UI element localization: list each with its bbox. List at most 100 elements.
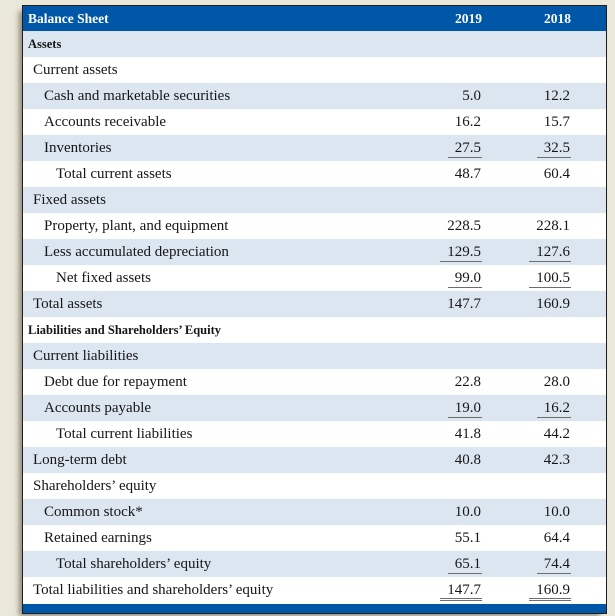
row-value-2018 <box>482 473 571 499</box>
table-row: Current assets <box>23 57 606 83</box>
table-footer-bar <box>23 604 606 613</box>
table-row: Assets <box>23 31 606 57</box>
column-header-2018: 2018 <box>544 11 571 26</box>
table-row: Fixed assets <box>23 187 606 213</box>
table-row: Inventories 27.5 32.5 <box>23 135 606 161</box>
row-value-2018: 100.5 <box>482 265 571 291</box>
row-value-2019 <box>393 317 482 343</box>
row-value-2018: 28.0 <box>543 374 570 390</box>
row-label: Shareholders’ equity <box>33 478 157 494</box>
row-spacer <box>571 395 606 421</box>
row-value-2019 <box>393 57 482 83</box>
row-label: Accounts receivable <box>44 114 167 130</box>
table-row: Property, plant, and equipment 228.5 228… <box>23 213 606 239</box>
row-spacer <box>571 473 606 499</box>
header-spacer <box>571 6 606 31</box>
row-label: Net fixed assets <box>56 270 151 286</box>
row-value-2019: 65.1 <box>393 551 482 577</box>
row-spacer <box>571 447 606 473</box>
row-spacer <box>571 551 606 577</box>
row-label: Total shareholders’ equity <box>56 556 212 572</box>
row-spacer <box>571 369 606 395</box>
row-label: Fixed assets <box>33 192 106 208</box>
table-row: Total liabilities and shareholders’ equi… <box>23 577 606 603</box>
row-label: Inventories <box>44 140 112 156</box>
row-label: Less accumulated depreciation <box>44 244 229 260</box>
row-label: Property, plant, and equipment <box>44 218 229 234</box>
table-row: Debt due for repayment 22.8 28.0 <box>23 369 606 395</box>
row-value-2018: 74.4 <box>482 551 571 577</box>
row-label: Common stock* <box>44 504 143 520</box>
row-value-2019 <box>393 343 482 369</box>
row-spacer <box>571 213 606 239</box>
row-spacer <box>571 265 606 291</box>
row-spacer <box>571 525 606 551</box>
row-value-2018 <box>482 31 571 57</box>
row-value-2018: 160.9 <box>482 577 571 603</box>
row-value-2018 <box>482 343 571 369</box>
row-spacer <box>571 57 606 83</box>
row-value-2018: 12.2 <box>543 88 570 104</box>
row-spacer <box>571 499 606 525</box>
table-row: Retained earnings 55.1 64.4 <box>23 525 606 551</box>
row-value-2018: 160.9 <box>536 296 570 312</box>
table-row: Current liabilities <box>23 343 606 369</box>
table-row: Accounts receivable 16.2 15.7 <box>23 109 606 135</box>
row-value-2018: 228.1 <box>536 218 570 234</box>
row-spacer <box>571 109 606 135</box>
table-title: Balance Sheet <box>28 11 109 26</box>
row-value-2019: 22.8 <box>454 374 481 390</box>
row-value-2018: 44.2 <box>543 426 570 442</box>
row-spacer <box>571 83 606 109</box>
row-label: Total liabilities and shareholders’ equi… <box>33 582 274 598</box>
row-label: Total assets <box>33 296 103 312</box>
row-value-2018 <box>482 187 571 213</box>
row-value-2018: 32.5 <box>482 135 571 161</box>
table-row: Accounts payable 19.0 16.2 <box>23 395 606 421</box>
row-label: Current liabilities <box>33 348 139 364</box>
row-spacer <box>571 291 606 317</box>
row-value-2019: 41.8 <box>454 426 481 442</box>
row-value-2018: 16.2 <box>482 395 571 421</box>
table-row: Total assets 147.7 160.9 <box>23 291 606 317</box>
row-value-2019: 27.5 <box>393 135 482 161</box>
row-label: Debt due for repayment <box>44 374 187 390</box>
table-row: Total shareholders’ equity 65.1 74.4 <box>23 551 606 577</box>
row-label: Cash and marketable securities <box>44 88 231 104</box>
row-value-2018 <box>482 317 571 343</box>
table-row: Cash and marketable securities 5.0 12.2 <box>23 83 606 109</box>
balance-sheet-table: Balance Sheet 2019 2018 Assets Current a… <box>22 5 607 614</box>
row-value-2019 <box>393 31 482 57</box>
column-header-2019: 2019 <box>455 11 482 26</box>
table-row: Common stock* 10.0 10.0 <box>23 499 606 525</box>
row-label: Assets <box>28 37 62 51</box>
row-label: Current assets <box>33 62 118 78</box>
table-row: Long-term debt 40.8 42.3 <box>23 447 606 473</box>
row-value-2019: 16.2 <box>454 114 481 130</box>
row-value-2019: 40.8 <box>454 452 481 468</box>
table-row: Net fixed assets 99.0 100.5 <box>23 265 606 291</box>
row-value-2019: 147.7 <box>393 577 482 603</box>
row-spacer <box>571 187 606 213</box>
table-row: Total current assets 48.7 60.4 <box>23 161 606 187</box>
row-value-2018: 60.4 <box>543 166 570 182</box>
table-body: Assets Current assets Cash and marketabl… <box>23 31 606 603</box>
row-label: Total current liabilities <box>56 426 193 442</box>
row-spacer <box>571 161 606 187</box>
row-spacer <box>571 577 606 603</box>
row-value-2018: 10.0 <box>543 504 570 520</box>
row-label: Liabilities and Shareholders’ Equity <box>28 323 221 337</box>
row-spacer <box>571 421 606 447</box>
row-label: Accounts payable <box>44 400 152 416</box>
row-value-2019: 19.0 <box>393 395 482 421</box>
row-spacer <box>571 343 606 369</box>
row-value-2019: 48.7 <box>454 166 481 182</box>
row-value-2019: 129.5 <box>393 239 482 265</box>
row-value-2018: 15.7 <box>543 114 570 130</box>
row-value-2019: 5.0 <box>462 88 481 104</box>
table-row: Shareholders’ equity <box>23 473 606 499</box>
row-value-2018: 64.4 <box>543 530 570 546</box>
row-spacer <box>571 239 606 265</box>
row-value-2019: 228.5 <box>447 218 481 234</box>
row-spacer <box>571 31 606 57</box>
